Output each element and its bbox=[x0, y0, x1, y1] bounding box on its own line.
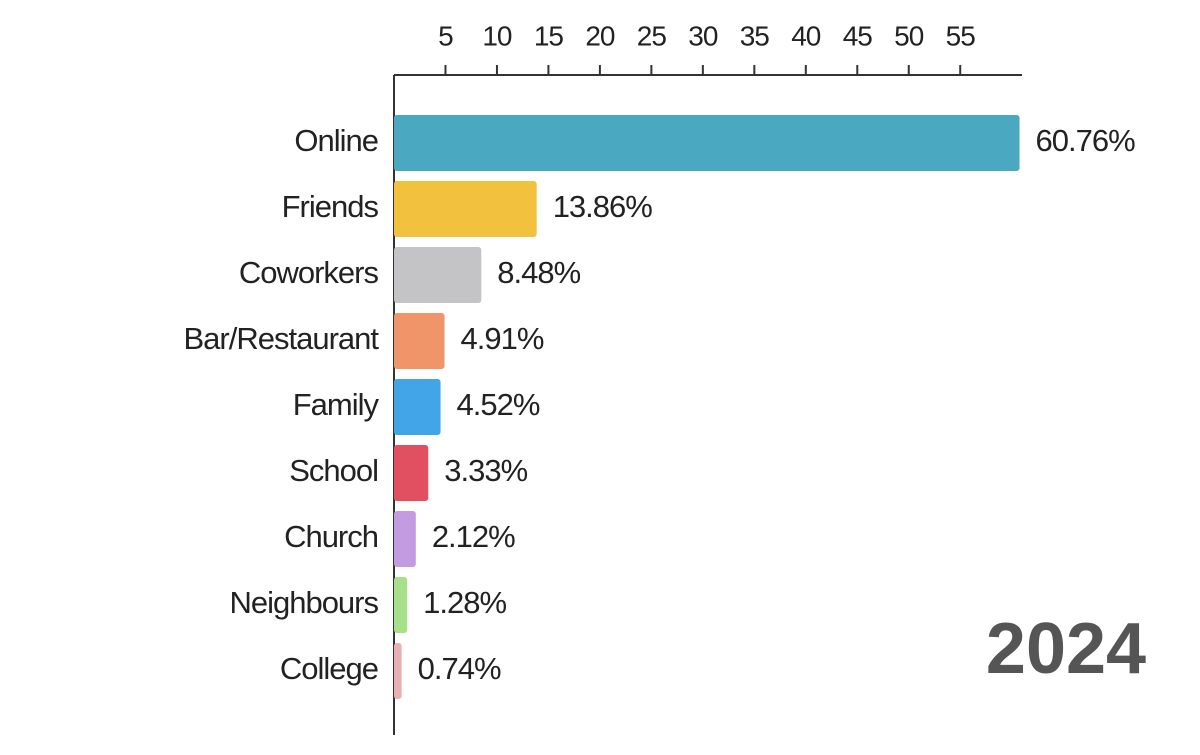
bar bbox=[394, 511, 416, 567]
x-tick-label: 25 bbox=[637, 20, 667, 51]
value-label: 0.74% bbox=[418, 651, 501, 686]
bar bbox=[394, 577, 408, 633]
category-label: School bbox=[289, 453, 378, 488]
bar bbox=[394, 445, 429, 501]
bar bbox=[394, 379, 441, 435]
value-label: 8.48% bbox=[497, 255, 580, 290]
bar bbox=[394, 181, 537, 237]
x-tick-label: 10 bbox=[482, 20, 512, 51]
category-label: Family bbox=[293, 387, 380, 422]
category-label: Coworkers bbox=[239, 255, 379, 290]
value-label: 3.33% bbox=[444, 453, 527, 488]
year-annotation: 2024 bbox=[986, 609, 1146, 689]
bar bbox=[394, 643, 402, 699]
value-label: 13.86% bbox=[553, 189, 653, 224]
category-label: Bar/Restaurant bbox=[184, 321, 380, 356]
x-tick-label: 40 bbox=[791, 20, 821, 51]
bar bbox=[394, 247, 482, 303]
category-label: College bbox=[280, 651, 378, 686]
category-label: Church bbox=[284, 519, 378, 554]
value-label: 1.28% bbox=[423, 585, 506, 620]
category-label: Friends bbox=[282, 189, 379, 224]
value-label: 4.91% bbox=[461, 321, 544, 356]
value-label: 4.52% bbox=[457, 387, 540, 422]
x-tick-label: 45 bbox=[843, 20, 873, 51]
bar bbox=[394, 313, 445, 369]
value-label: 2.12% bbox=[432, 519, 515, 554]
category-label: Online bbox=[294, 123, 378, 158]
value-label: 60.76% bbox=[1036, 123, 1136, 158]
x-tick-label: 20 bbox=[585, 20, 615, 51]
x-tick-label: 15 bbox=[534, 20, 564, 51]
category-label: Neighbours bbox=[229, 585, 378, 620]
x-tick-label: 50 bbox=[894, 20, 924, 51]
x-tick-label: 55 bbox=[946, 20, 976, 51]
bar bbox=[394, 115, 1020, 171]
x-tick-label: 35 bbox=[740, 20, 770, 51]
x-tick-label: 5 bbox=[438, 20, 453, 51]
x-tick-label: 30 bbox=[688, 20, 718, 51]
